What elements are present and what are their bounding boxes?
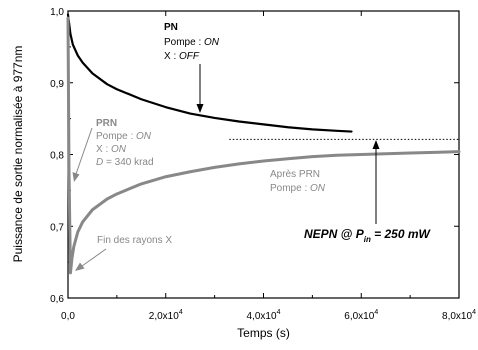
- prn-line1: Pompe : ON: [96, 131, 152, 142]
- pn-arrowhead: [196, 104, 204, 113]
- series-line-0: [66, 13, 353, 133]
- series-group: [66, 13, 461, 275]
- y-axis-label: Puissance de sortie normalisée à 977nm: [11, 46, 25, 263]
- series-line-1: [66, 16, 461, 275]
- nepn-label: NEPN @ Pin = 250 mW: [304, 227, 432, 244]
- prn-line2: X : ON: [96, 144, 127, 155]
- x-tick-label-2: 4,0x104: [247, 309, 281, 322]
- fin-text: Fin des rayons X: [97, 235, 172, 246]
- y-tick-label-4: 1,0: [50, 7, 64, 18]
- prn-arrowhead: [72, 172, 80, 182]
- prn-line3: D = 340 krad: [96, 157, 154, 168]
- y-tick-label-3: 0,9: [50, 79, 64, 90]
- nepn-arrowhead: [372, 140, 380, 149]
- annotation-pn: PN Pompe : ON X : OFF: [164, 22, 220, 113]
- x-tick-label-1: 2,0x104: [149, 309, 183, 322]
- pn-line2: X : OFF: [164, 51, 200, 62]
- fin-arrow: [81, 248, 107, 267]
- annotation-prn: PRN Pompe : ON X : ON D = 340 krad: [72, 118, 154, 182]
- x-tick-label-0: 0,0: [61, 311, 75, 322]
- y-tick-label-0: 0,6: [50, 294, 64, 305]
- y-tick-label-2: 0,8: [50, 151, 64, 162]
- fin-arrowhead: [75, 262, 85, 271]
- prn-title: PRN: [96, 118, 117, 129]
- apres-line1: Après PRN: [270, 169, 320, 180]
- tick-labels: 0,0 2,0x104 4,0x104 6,0x104 8,0x104 0,6 0,7 0,8…: [50, 7, 476, 322]
- x-axis-label: Temps (s): [237, 326, 290, 340]
- annotation-nepn: NEPN @ Pin = 250 mW: [304, 140, 432, 244]
- y-tick-label-1: 0,7: [50, 222, 64, 233]
- apres-line2: Pompe : ON: [270, 183, 326, 194]
- prn-arrow: [75, 127, 93, 175]
- annotation-fin: Fin des rayons X: [75, 235, 172, 271]
- x-tick-label-4: 8,0x104: [442, 309, 476, 322]
- pn-line1: Pompe : ON: [164, 37, 220, 48]
- pn-title: PN: [164, 22, 178, 33]
- x-tick-label-3: 6,0x104: [344, 309, 378, 322]
- annotation-apres: Après PRN Pompe : ON: [270, 169, 326, 194]
